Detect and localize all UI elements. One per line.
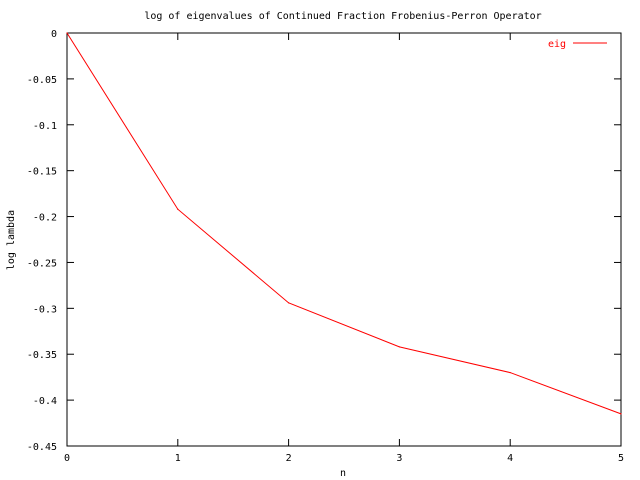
data-point-eig bbox=[398, 346, 400, 348]
series-line-eig bbox=[66, 32, 622, 415]
legend: eig bbox=[548, 39, 607, 50]
series-layer bbox=[66, 32, 622, 415]
data-point-eig bbox=[620, 413, 622, 415]
x-axis-label: n bbox=[340, 468, 346, 479]
x-tick-label: 2 bbox=[286, 453, 292, 464]
data-point-eig bbox=[288, 302, 290, 304]
chart-title: log of eigenvalues of Continued Fraction… bbox=[144, 11, 541, 22]
x-tick-label: 3 bbox=[396, 453, 402, 464]
data-point-eig bbox=[509, 371, 511, 374]
y-tick-label: 0 bbox=[51, 29, 57, 40]
y-tick-label: -0.4 bbox=[33, 396, 57, 407]
y-tick-label: -0.2 bbox=[33, 213, 57, 224]
y-axis: 0 -0.05 -0.1 -0.15 -0.2 -0.25 -0.3 -0.35 -0.4 -0.… bbox=[27, 29, 621, 453]
x-tick-label: 0 bbox=[64, 453, 70, 464]
y-tick-label: -0.05 bbox=[27, 75, 57, 86]
data-point-eig bbox=[66, 32, 68, 34]
y-tick-label: -0.15 bbox=[27, 167, 57, 178]
y-tick-label: -0.1 bbox=[33, 121, 57, 132]
x-axis: 0 1 2 3 4 5 bbox=[64, 33, 624, 464]
y-tick-label: -0.35 bbox=[27, 350, 57, 361]
x-tick-label: 1 bbox=[175, 453, 181, 464]
x-tick-label: 4 bbox=[507, 453, 513, 464]
legend-label-eig: eig bbox=[548, 39, 566, 50]
y-tick-label: -0.45 bbox=[27, 442, 57, 453]
plot-frame bbox=[66, 32, 622, 447]
data-point-eig bbox=[177, 208, 179, 210]
y-axis-label: log lambda bbox=[6, 210, 17, 270]
y-tick-label: -0.3 bbox=[33, 304, 57, 315]
y-tick-label: -0.25 bbox=[27, 258, 57, 269]
x-tick-label: 5 bbox=[618, 453, 624, 464]
